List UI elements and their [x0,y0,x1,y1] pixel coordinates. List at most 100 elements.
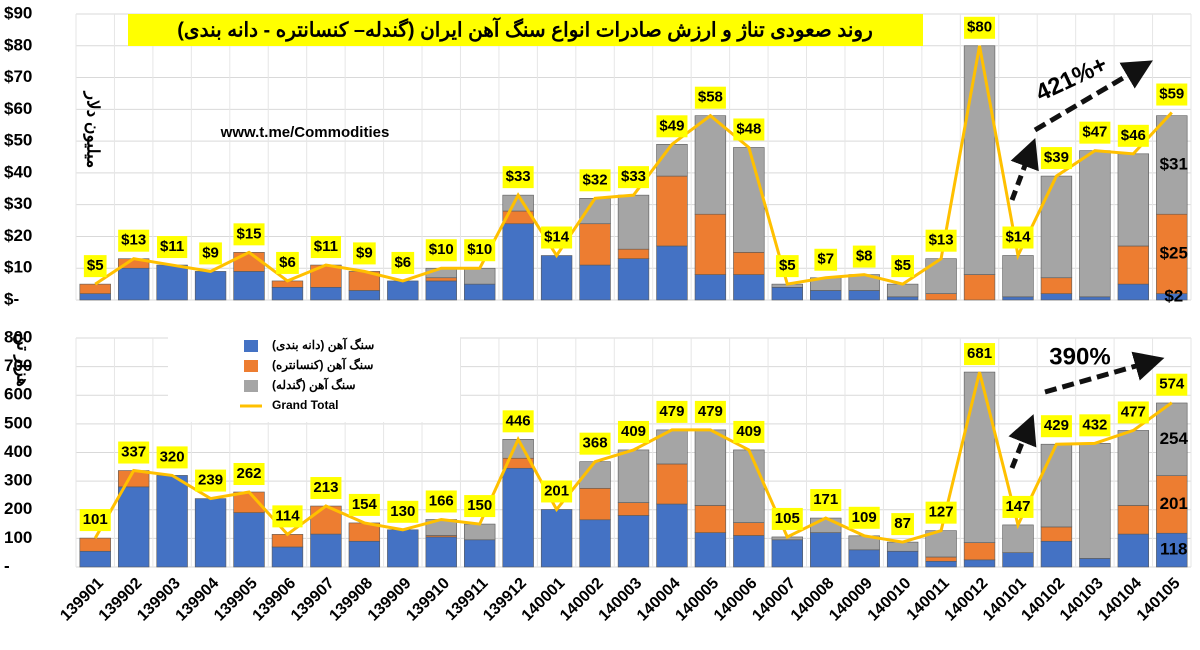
data-label: $10 [429,241,454,258]
bar-segment [963,371,996,543]
legend-swatch [244,380,258,392]
segment-label: 201 [1160,494,1188,513]
data-label: 574 [1159,376,1185,393]
bar-segment [733,535,765,568]
bar-segment [117,486,150,568]
bar-segment [1002,296,1034,301]
data-label: $58 [698,89,723,106]
bar-segment [694,213,727,275]
label-box [195,469,227,492]
bar-segment [310,286,342,301]
label-box [83,255,107,278]
label-box [694,86,726,109]
y-tick-label: $- [4,289,19,308]
bar-segment [1156,115,1188,215]
bar-segment [1002,552,1034,568]
bar-segment [771,286,803,301]
y-tick-label: $30 [4,194,32,213]
bar-segment [79,293,111,301]
segment-label: 254 [1160,429,1189,448]
bar-segment [925,560,957,568]
legend-label: سنگ آهن (گندله) [272,376,356,393]
bar-segment [502,223,534,301]
label-box [810,489,842,512]
trend-arrow [1008,414,1037,469]
bar-segment [886,550,919,568]
bar-segment [694,274,727,301]
label-box [733,420,765,443]
bar-segment [464,283,496,301]
label-box [694,400,726,423]
data-label: 337 [121,444,146,461]
bar-segment [156,475,188,568]
y-tick-label: $50 [4,131,32,150]
label-box [925,229,957,252]
label-box [1117,401,1149,424]
bar-segment [464,267,496,285]
data-label: 409 [621,423,646,440]
label-box [79,509,111,532]
label-box [233,223,265,246]
source: www.t.me/Commodities [220,124,390,141]
bar-segment [1079,558,1111,568]
bar-segment [617,258,650,301]
label-box [1002,226,1034,249]
bar-segment [617,515,650,568]
y-axis-label: هزار تن [13,333,33,387]
y-tick-label: 800 [4,327,32,346]
y-tick-label: $80 [4,35,32,54]
bar-segment [540,255,573,301]
bar-segment [425,536,457,568]
label-box [272,505,303,528]
label-box [502,166,534,189]
bar-segment [963,542,996,561]
data-label: 479 [659,403,684,420]
data-label: $59 [1159,85,1184,102]
label-box [617,420,650,443]
data-label: 127 [929,504,954,521]
bar-segment [694,115,727,215]
label-box [1079,414,1111,437]
bar-segment [579,264,611,301]
data-label: $33 [506,168,531,185]
bar-segment [271,534,304,548]
data-label: $39 [1044,149,1069,166]
data-label: $6 [279,254,296,271]
label-box [891,513,914,536]
label-box [276,251,299,274]
label-box [199,242,222,265]
bar-segment [963,274,996,301]
label-box [1079,121,1111,144]
label-box [502,410,534,433]
bar-segment [502,467,534,568]
data-label: 105 [775,510,800,527]
bar-segment [387,529,419,568]
bar-segment [233,271,265,301]
bar-segment [1040,293,1073,301]
bar-segment [617,194,650,250]
data-label: $10 [467,241,492,258]
label-box [1040,415,1072,438]
bar-segment [117,267,150,301]
bar-segment [1117,505,1150,535]
bar-segment [1040,443,1073,528]
legend-swatch [244,340,258,352]
bar-segment [194,498,227,568]
legend-swatch [244,360,258,372]
data-label: 147 [1005,498,1030,515]
label-box [157,236,188,259]
label-box [310,236,342,259]
bar-segment [694,429,727,506]
data-label: 166 [429,492,454,509]
label-box [964,343,996,366]
y-tick-label: $40 [4,162,32,181]
data-label: $6 [394,254,411,271]
bar-segment [1079,150,1111,298]
data-label: $5 [87,257,104,274]
segment-label: $2 [1164,286,1183,305]
bar-segment [810,532,842,568]
data-label: 681 [967,345,992,362]
data-label: $5 [779,257,796,274]
bar-segment [848,549,880,568]
data-label: 429 [1044,417,1069,434]
